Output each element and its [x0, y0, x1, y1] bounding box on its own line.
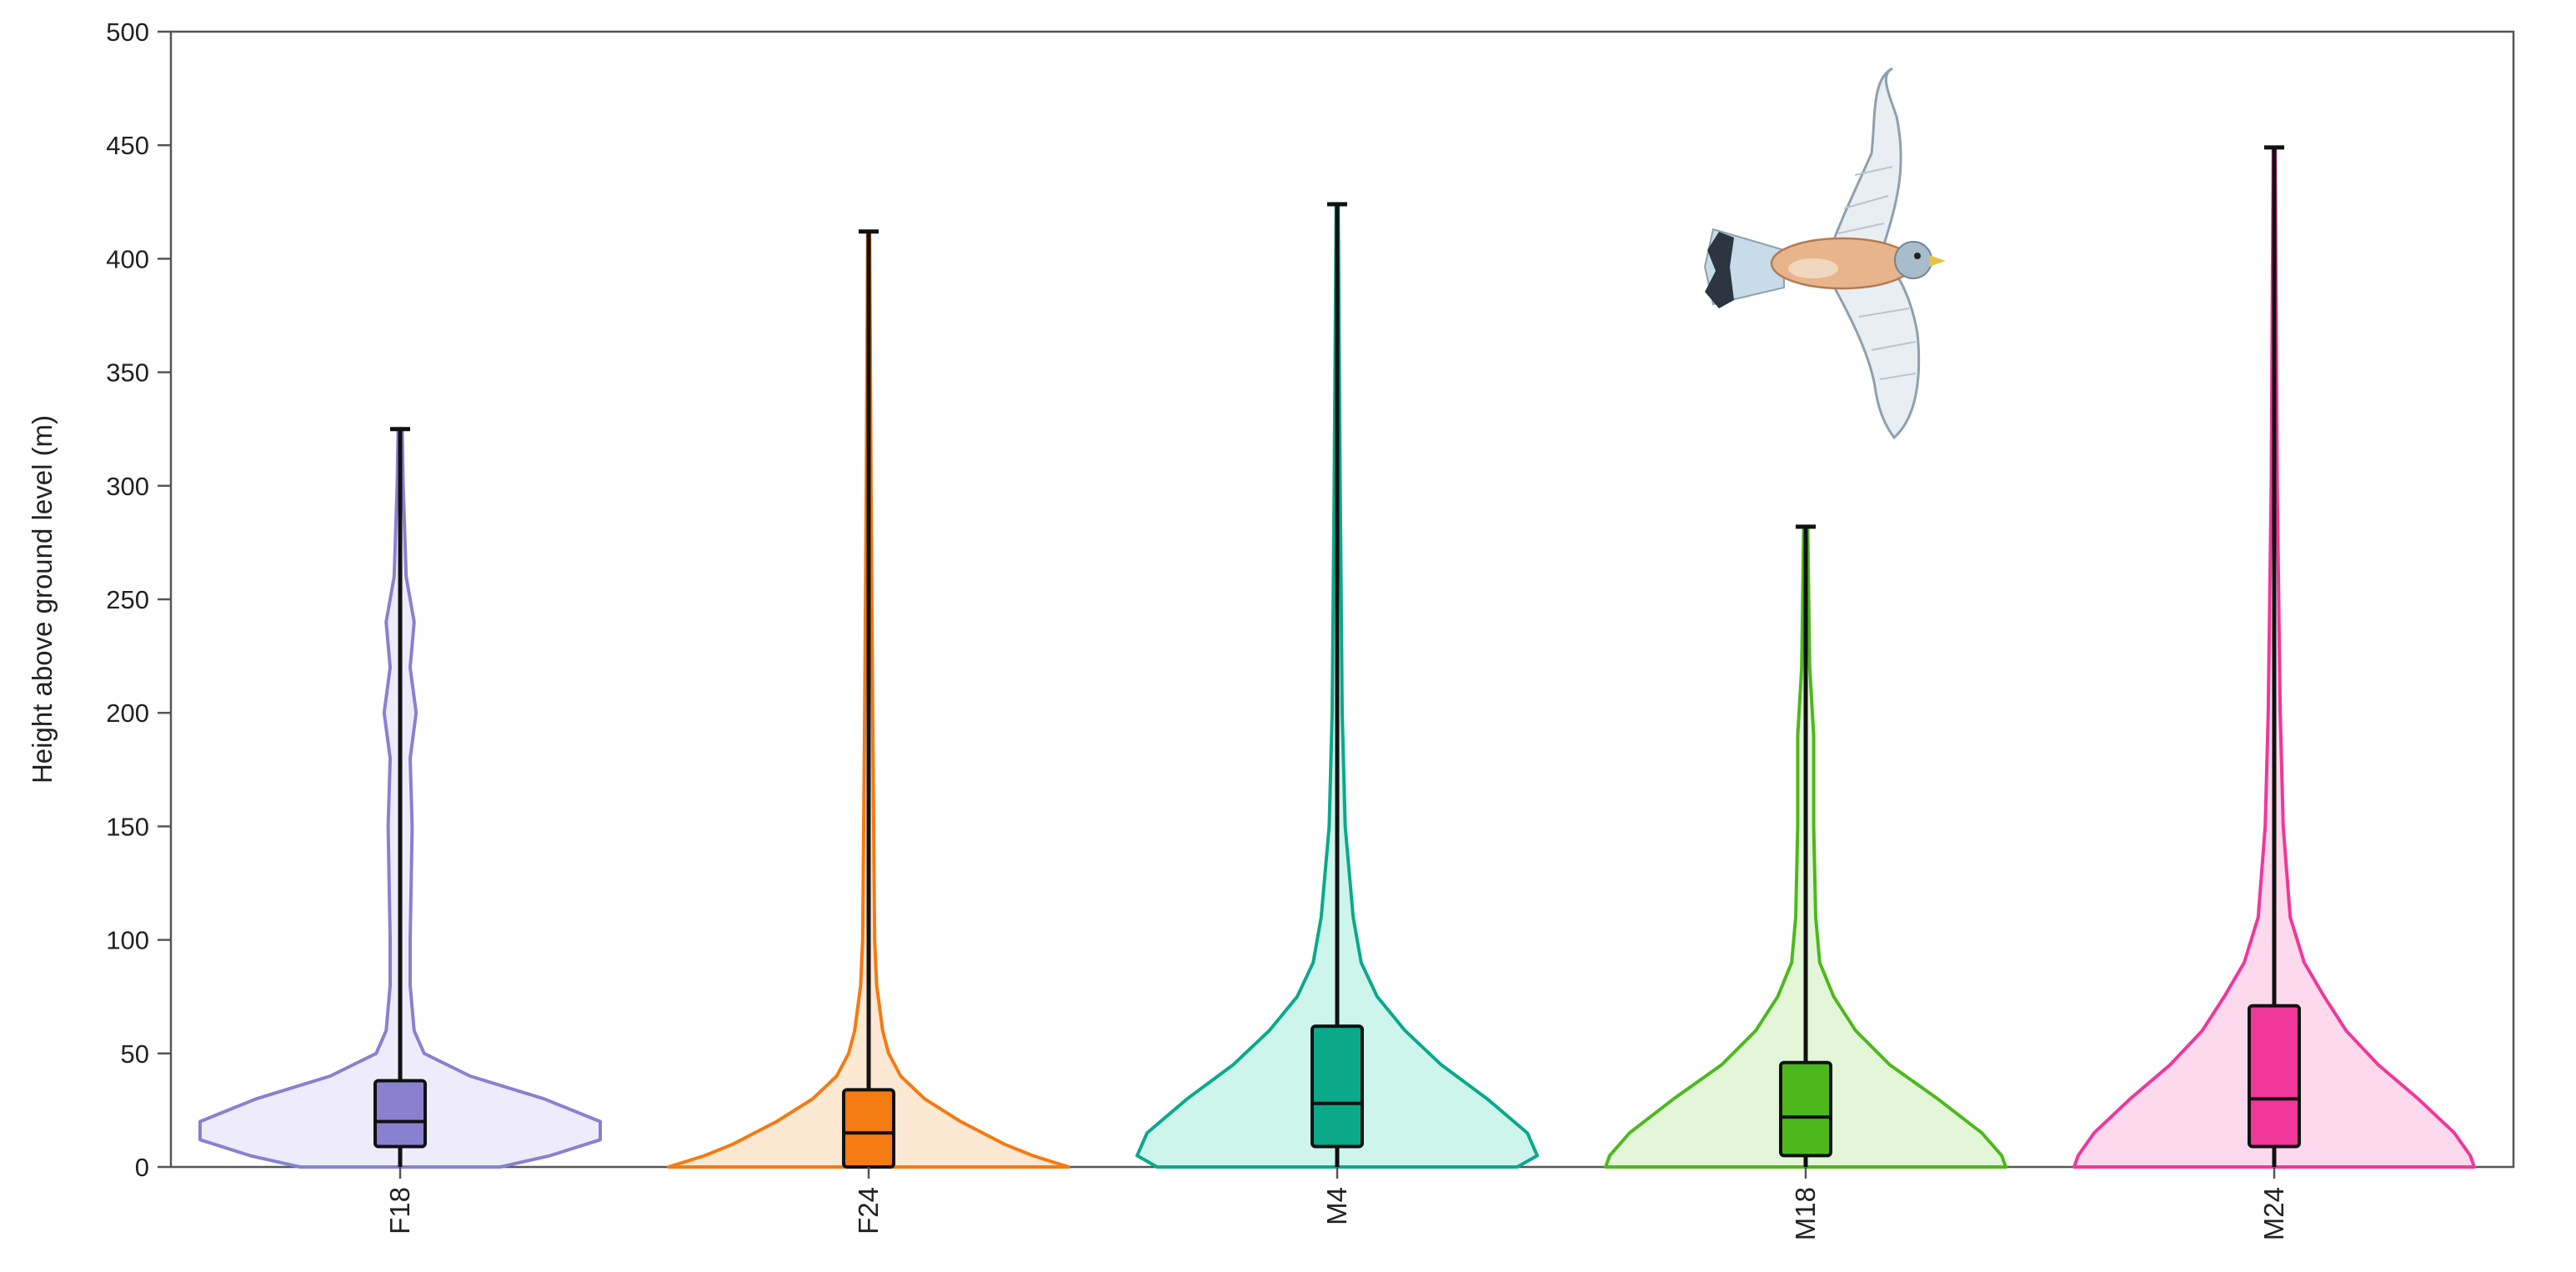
kestrel-bird-icon: [1703, 67, 1946, 440]
y-tick-label: 250: [106, 585, 149, 614]
y-axis-label: Height above ground level (m): [27, 415, 58, 784]
x-axis: F18 F24 M4 M18 M24: [384, 1167, 2289, 1240]
x-tick-label: M24: [2258, 1187, 2289, 1240]
y-tick-label: 450: [106, 131, 149, 160]
x-tick-label: F18: [384, 1187, 415, 1234]
iqr-box: [1311, 1024, 1364, 1149]
violin-m18: [1604, 524, 2007, 1169]
iqr-box: [2248, 1004, 2301, 1149]
x-tick-label: M4: [1321, 1187, 1352, 1225]
y-tick-label: 400: [106, 244, 149, 273]
iqr-box: [373, 1079, 427, 1149]
iqr-box: [1779, 1060, 1832, 1158]
y-tick-label: 150: [106, 812, 149, 841]
violin-m4: [1135, 202, 1539, 1169]
y-axis: 0 50 100 150 200 250 300 350 400 450 500: [106, 18, 171, 1182]
y-tick-label: 100: [106, 926, 149, 955]
iqr-box: [842, 1088, 895, 1169]
violin-m24: [2072, 145, 2476, 1169]
y-tick-label: 50: [121, 1039, 149, 1069]
violins-layer: [198, 145, 2476, 1169]
violin-f18: [198, 427, 602, 1169]
y-tick-label: 350: [106, 358, 149, 388]
y-tick-label: 200: [106, 699, 149, 728]
x-tick-label: F24: [853, 1187, 884, 1234]
y-tick-label: 300: [106, 472, 149, 501]
x-tick-label: M18: [1790, 1187, 1821, 1240]
y-tick-label: 500: [106, 18, 149, 47]
y-tick-label: 0: [135, 1153, 149, 1182]
